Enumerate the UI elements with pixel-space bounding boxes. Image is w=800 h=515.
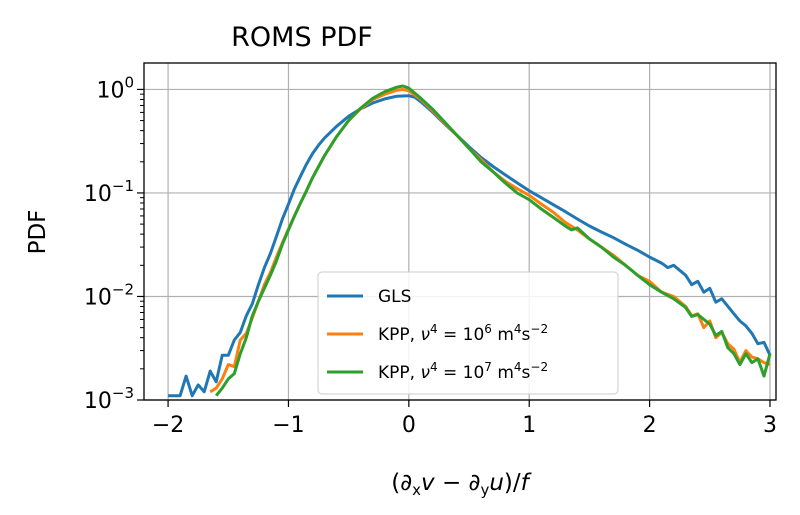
- legend-label-2: KPP, ν4 = 107 m4s−2: [378, 360, 548, 383]
- plot-frame: [143, 62, 777, 401]
- legend-box: [317, 271, 619, 395]
- plot-area: [168, 84, 772, 398]
- x-tick-label: 1: [522, 413, 536, 438]
- x-tick-label: 2: [643, 413, 657, 438]
- x-axis-label: (∂xv − ∂yu)/f: [391, 470, 531, 499]
- chart-title: ROMS PDF: [231, 22, 373, 53]
- y-tick-label: 10−3: [84, 384, 134, 414]
- x-tick-label: 0: [402, 413, 416, 438]
- legend: GLS KPP, ν4 = 106 m4s−2 KPP, ν4 = 107 m4s−…: [317, 271, 619, 395]
- x-tick-label: 3: [763, 413, 777, 438]
- y-tick-label: 100: [96, 73, 134, 103]
- y-axis-label: PDF: [25, 210, 51, 255]
- y-tick-label: 10−1: [84, 177, 134, 207]
- series-line-2: [215, 84, 772, 397]
- x-axis: −2 −1 0 1 2 3: [152, 400, 777, 438]
- x-tick-label: −2: [152, 413, 184, 438]
- y-tick-label: 10−2: [84, 280, 134, 310]
- legend-label-1: KPP, ν4 = 106 m4s−2: [378, 322, 548, 345]
- y-axis: 10−3 10−2 10−1 100: [84, 73, 144, 414]
- legend-label-0: GLS: [378, 287, 411, 307]
- x-tick-label: −1: [272, 413, 304, 438]
